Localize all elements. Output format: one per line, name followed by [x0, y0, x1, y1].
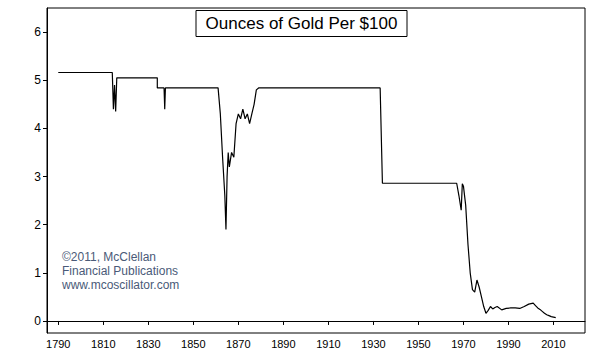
svg-text:1910: 1910 — [316, 338, 340, 350]
svg-text:0: 0 — [34, 314, 41, 328]
svg-text:Ounces of Gold Per $100: Ounces of Gold Per $100 — [206, 14, 398, 33]
svg-text:1930: 1930 — [361, 338, 385, 350]
svg-text:6: 6 — [34, 25, 41, 39]
svg-text:1970: 1970 — [451, 338, 475, 350]
svg-text:3: 3 — [34, 170, 41, 184]
svg-text:4: 4 — [34, 121, 41, 135]
svg-text:1850: 1850 — [181, 338, 205, 350]
svg-text:1810: 1810 — [91, 338, 115, 350]
svg-text:1870: 1870 — [226, 338, 250, 350]
svg-text:1790: 1790 — [46, 338, 70, 350]
svg-text:2010: 2010 — [541, 338, 565, 350]
svg-text:1890: 1890 — [271, 338, 295, 350]
svg-text:1: 1 — [34, 266, 41, 280]
svg-text:5: 5 — [34, 73, 41, 87]
svg-text:©2011, McClellan: ©2011, McClellan — [62, 250, 156, 264]
svg-text:2: 2 — [34, 218, 41, 232]
svg-text:www.mcoscillator.com: www.mcoscillator.com — [61, 278, 179, 292]
svg-text:1950: 1950 — [406, 338, 430, 350]
svg-text:1990: 1990 — [496, 338, 520, 350]
svg-text:Financial Publications: Financial Publications — [62, 264, 178, 278]
svg-text:1830: 1830 — [136, 338, 160, 350]
